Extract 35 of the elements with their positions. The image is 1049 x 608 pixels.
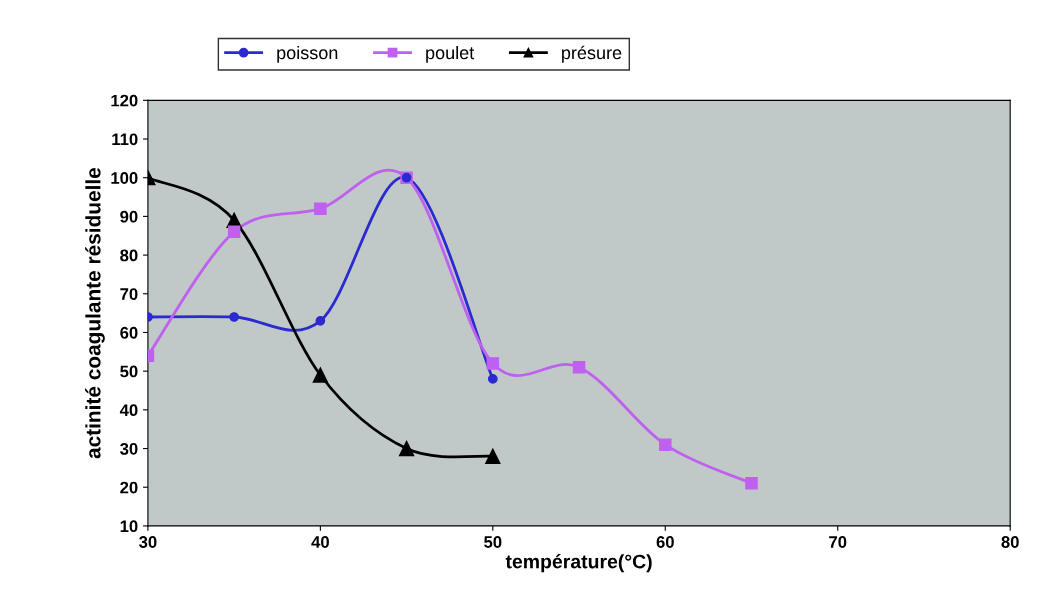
x-tick-label: 70 <box>829 536 847 548</box>
x-tick-label: 40 <box>311 536 329 548</box>
y-axis-title: actinité coagulante résiduelle <box>85 167 105 459</box>
point <box>486 357 500 370</box>
x-axis-title: température(°C) <box>505 553 652 573</box>
point <box>227 225 241 239</box>
point <box>398 440 415 457</box>
point <box>487 374 498 384</box>
y-tick-label: 80 <box>120 249 138 262</box>
y-tick-label: 60 <box>120 326 138 339</box>
point <box>659 438 672 451</box>
point <box>314 202 327 215</box>
y-tick-label: 110 <box>112 133 138 146</box>
legend-label: poulet <box>426 45 475 63</box>
y-tick-label: 30 <box>120 442 138 455</box>
y-tick-label: 40 <box>119 404 138 417</box>
y-tick-label: 120 <box>111 94 138 107</box>
point <box>485 448 501 464</box>
y-tick-label: 70 <box>120 288 138 300</box>
y-tick-label: 20 <box>120 481 138 494</box>
legend-label: présure <box>562 45 622 63</box>
point <box>315 315 326 326</box>
point <box>745 477 758 490</box>
point <box>572 361 586 374</box>
point <box>312 367 329 383</box>
point <box>229 312 239 322</box>
x-tick-label: 30 <box>139 536 157 548</box>
x-tick-label: 80 <box>1001 536 1019 548</box>
legend-label: poisson <box>277 45 338 63</box>
x-tick-label: 60 <box>656 536 674 548</box>
y-tick-label: 100 <box>111 172 138 184</box>
y-tick-label: 50 <box>120 365 138 378</box>
x-tick-label: 50 <box>484 536 502 548</box>
y-tick-label: 10 <box>120 520 138 533</box>
y-tick-label: 90 <box>120 210 138 223</box>
